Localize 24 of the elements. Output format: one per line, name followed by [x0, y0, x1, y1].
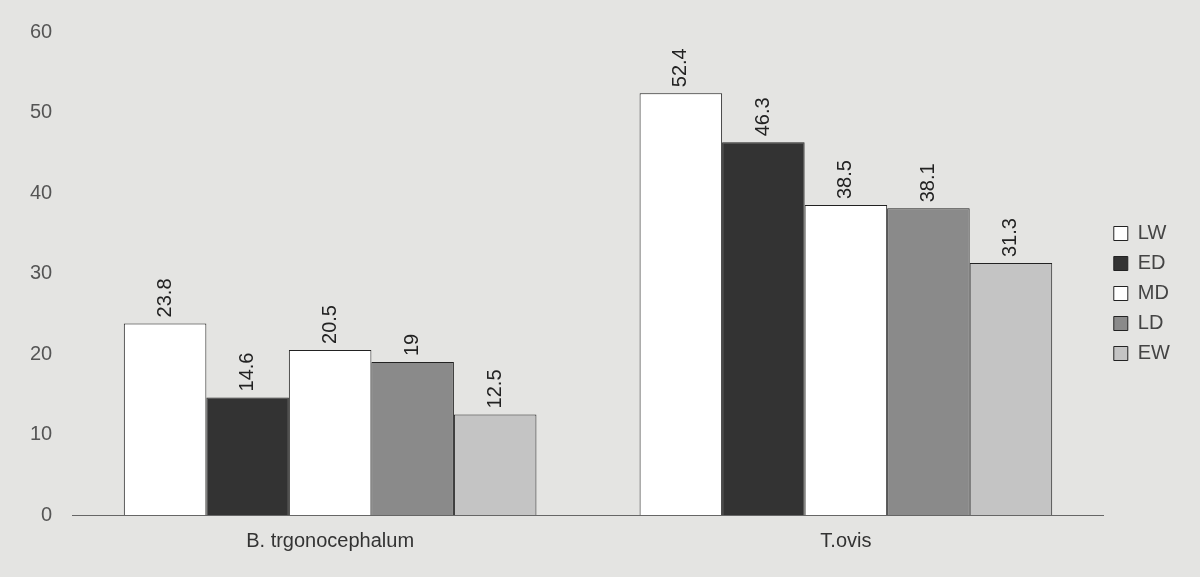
data-label: 19 [400, 333, 423, 357]
legend-label: ED [1137, 251, 1166, 274]
data-label: 12.5 [482, 369, 505, 409]
y-tick-label: 10 [30, 422, 53, 445]
y-tick-label: 40 [30, 180, 53, 203]
data-label: 38.1 [915, 163, 938, 203]
legend-label: EW [1137, 341, 1171, 364]
y-tick-label: 50 [30, 100, 53, 123]
x-tick-label: B. trgonocephalum [246, 528, 415, 551]
data-label: 31.3 [998, 218, 1021, 258]
legend-label: LD [1137, 311, 1164, 334]
y-tick-label: 30 [30, 261, 53, 284]
legend-label: MD [1137, 281, 1169, 304]
data-label: 20.5 [317, 305, 340, 344]
x-tick-label: T.ovis [820, 528, 872, 551]
data-label: 46.3 [750, 97, 773, 137]
data-label: 14.6 [235, 352, 258, 392]
data-label: 52.4 [668, 48, 691, 88]
y-tick-label: 60 [30, 19, 53, 42]
data-label: 23.8 [152, 278, 175, 318]
legend-label: LW [1137, 221, 1167, 244]
y-tick-label: 20 [30, 341, 53, 364]
y-tick-label: 0 [41, 502, 53, 525]
data-label: 38.5 [833, 160, 856, 200]
